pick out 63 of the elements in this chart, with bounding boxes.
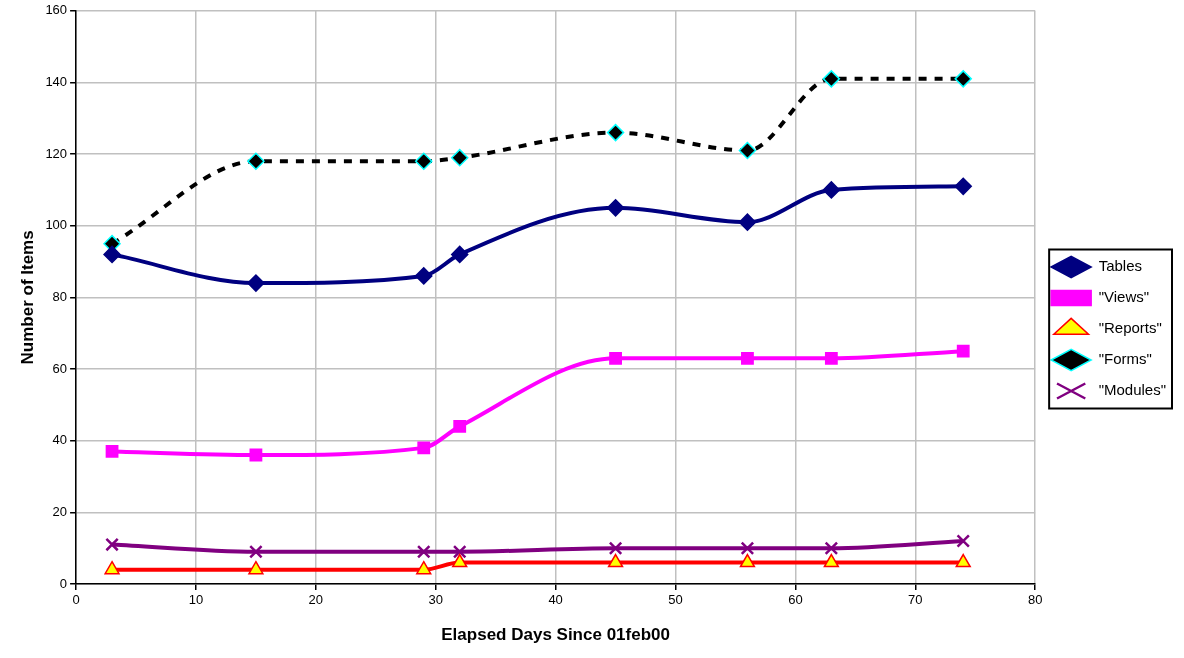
point: [823, 553, 840, 568]
y-tick-label: 100: [45, 217, 68, 233]
point: [249, 544, 263, 559]
x-tick-label: 80: [1027, 592, 1043, 608]
point: [956, 344, 970, 358]
y-tick-label: 80: [52, 288, 68, 304]
x-tick-label: 40: [548, 592, 563, 608]
legend-label: Tables: [1098, 257, 1143, 275]
point: [608, 541, 623, 556]
point: [417, 441, 431, 455]
x-tick-label: 0: [72, 592, 80, 608]
point: [416, 560, 432, 575]
x-tick-label: 60: [788, 592, 803, 608]
legend-label: "Reports": [1098, 319, 1162, 337]
point: [105, 445, 119, 458]
point: [954, 70, 972, 88]
point: [609, 351, 622, 365]
point: [741, 351, 754, 365]
point: [822, 70, 841, 88]
point: [606, 199, 625, 217]
point: [105, 537, 119, 552]
y-tick-label: 0: [59, 575, 68, 591]
point: [416, 544, 431, 559]
y-tick-label: 20: [52, 503, 68, 519]
point: [452, 544, 467, 559]
legend-label: "Forms": [1098, 350, 1152, 368]
point: [247, 274, 265, 292]
x-tick-label: 70: [908, 592, 923, 608]
legend-label: "Views": [1098, 288, 1150, 306]
point: [452, 553, 468, 568]
y-tick-label: 160: [45, 2, 68, 18]
point: [450, 148, 469, 167]
legend-label: "Modules": [1098, 381, 1167, 399]
x-axis-title: Elapsed Days Since 01feb00: [441, 625, 670, 645]
x-tick-label: 30: [428, 592, 443, 608]
point: [824, 351, 838, 365]
x-tick-label: 10: [188, 592, 204, 608]
point: [415, 267, 433, 285]
point: [739, 553, 756, 568]
point: [606, 123, 625, 142]
y-axis-title: Number of Items: [17, 230, 37, 365]
point: [954, 177, 972, 196]
point: [103, 245, 121, 264]
point: [956, 534, 971, 548]
y-tick-label: 140: [45, 74, 68, 90]
point: [738, 141, 757, 160]
y-tick-label: 120: [45, 145, 68, 161]
point: [415, 152, 433, 171]
point: [738, 213, 757, 231]
y-tick-label: 60: [52, 360, 68, 376]
point: [450, 245, 469, 264]
x-tick-label: 20: [308, 592, 324, 608]
point: [822, 181, 841, 199]
point: [453, 419, 467, 433]
point: [248, 560, 264, 575]
point: [740, 541, 755, 556]
point: [607, 553, 624, 568]
point: [247, 152, 265, 171]
point: [104, 560, 120, 575]
point: [824, 541, 839, 556]
y-tick-label: 40: [52, 432, 68, 448]
x-tick-label: 50: [668, 592, 683, 608]
point: [955, 553, 971, 568]
